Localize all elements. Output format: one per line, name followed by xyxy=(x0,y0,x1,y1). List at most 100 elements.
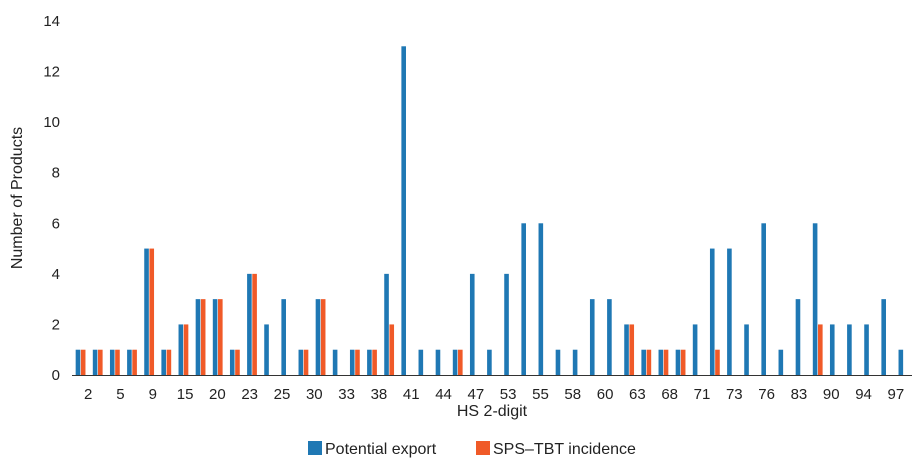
bar-potential-export xyxy=(504,273,509,375)
x-tick-label: 94 xyxy=(855,386,872,403)
x-tick-label: 38 xyxy=(371,386,388,403)
y-tick-label: 8 xyxy=(52,165,60,182)
bar-potential-export xyxy=(589,299,595,375)
bar-sps-tbt-incidence xyxy=(629,324,635,375)
bar-potential-export xyxy=(264,324,269,375)
x-tick-label: 60 xyxy=(597,386,614,403)
bar-potential-export xyxy=(435,349,441,375)
x-tick-label: 41 xyxy=(403,386,420,403)
y-tick-label: 0 xyxy=(52,367,60,384)
bar-potential-export xyxy=(538,223,544,375)
bar-potential-export xyxy=(212,299,218,375)
x-tick-label: 2 xyxy=(84,386,92,403)
x-tick-label: 15 xyxy=(177,386,194,403)
bar-potential-export xyxy=(332,349,338,375)
x-tick-label: 71 xyxy=(694,386,711,403)
x-tick-label: 68 xyxy=(661,386,678,403)
y-tick-label: 4 xyxy=(52,266,60,283)
bar-sps-tbt-incidence xyxy=(715,349,720,375)
bar-potential-export xyxy=(709,248,715,375)
x-tick-label: 30 xyxy=(306,386,323,403)
bar-sps-tbt-incidence xyxy=(372,349,377,375)
x-tick-label: 55 xyxy=(532,386,549,403)
bar-potential-export xyxy=(658,349,664,375)
bar-potential-export xyxy=(127,349,132,375)
bar-sps-tbt-incidence xyxy=(252,273,257,375)
bar-sps-tbt-incidence xyxy=(646,349,652,375)
y-axis-title: Number of Products xyxy=(9,127,26,269)
x-axis-ticks: 2 5 9 15 20 23 25 30 33 38 41 44 47 53 55 58 60 63 68 71 73 7… xyxy=(84,386,904,403)
x-tick-label: 73 xyxy=(726,386,743,403)
bar-potential-export xyxy=(898,349,904,375)
x-tick-label: 9 xyxy=(149,386,157,403)
legend-swatch-potential-export xyxy=(308,441,322,455)
bar-sps-tbt-incidence xyxy=(200,299,206,375)
y-tick-label: 12 xyxy=(43,64,60,81)
x-tick-label: 44 xyxy=(435,386,452,403)
x-tick-label: 97 xyxy=(888,386,905,403)
bar-potential-export xyxy=(641,349,646,375)
bar-sps-tbt-incidence xyxy=(218,299,223,375)
x-tick-label: 63 xyxy=(629,386,646,403)
y-tick-label: 2 xyxy=(52,316,60,333)
x-tick-label: 90 xyxy=(823,386,840,403)
bar-sps-tbt-incidence xyxy=(303,349,309,375)
bar-potential-export xyxy=(144,248,149,375)
bar-potential-export xyxy=(624,324,629,375)
bar-potential-export xyxy=(418,349,424,375)
legend-label-sps-tbt-incidence: SPS–TBT incidence xyxy=(493,441,636,458)
bar-potential-export xyxy=(847,324,852,375)
bar-sps-tbt-incidence xyxy=(149,248,155,375)
bar-potential-export xyxy=(178,324,184,375)
bar-potential-export xyxy=(229,349,235,375)
bar-potential-export xyxy=(109,349,115,375)
bar-potential-export xyxy=(298,349,304,375)
bar-potential-export xyxy=(778,349,784,375)
x-tick-label: 76 xyxy=(758,386,775,403)
bar-sps-tbt-incidence xyxy=(389,324,395,375)
x-tick-label: 5 xyxy=(116,386,124,403)
bar-potential-export xyxy=(349,349,355,375)
bar-potential-export xyxy=(744,324,749,375)
x-tick-label: 58 xyxy=(564,386,581,403)
bar-potential-export xyxy=(452,349,458,375)
bar-potential-export xyxy=(367,349,372,375)
bar-sps-tbt-incidence xyxy=(458,349,463,375)
bar-potential-export xyxy=(864,324,869,375)
bar-potential-export xyxy=(812,223,818,375)
bar-sps-tbt-incidence xyxy=(183,324,189,375)
bar-sps-tbt-incidence xyxy=(663,349,669,375)
x-tick-label: 53 xyxy=(500,386,517,403)
bar-sps-tbt-incidence xyxy=(115,349,120,375)
bar-sps-tbt-incidence xyxy=(235,349,240,375)
bar-potential-export xyxy=(247,273,252,375)
bar-sps-tbt-incidence xyxy=(680,349,686,375)
bar-potential-export xyxy=(75,349,81,375)
bar-potential-export xyxy=(401,46,406,375)
bar-sps-tbt-incidence xyxy=(320,299,326,375)
bar-potential-export xyxy=(487,349,492,375)
bar-potential-export xyxy=(555,349,561,375)
bar-potential-export xyxy=(315,299,321,375)
bar-potential-export xyxy=(727,248,732,375)
y-tick-label: 14 xyxy=(43,13,60,30)
bar-potential-export xyxy=(829,324,835,375)
legend: Potential export SPS–TBT incidence xyxy=(308,441,636,458)
bar-potential-export xyxy=(281,299,286,375)
bar-potential-export xyxy=(92,349,98,375)
bar-sps-tbt-incidence xyxy=(355,349,360,375)
bar-potential-export xyxy=(675,349,681,375)
bar-potential-export xyxy=(469,273,475,375)
bar-potential-export xyxy=(881,299,886,375)
x-tick-label: 20 xyxy=(209,386,226,403)
x-tick-label: 25 xyxy=(274,386,291,403)
x-tick-label: 83 xyxy=(791,386,808,403)
bar-potential-export xyxy=(521,223,526,375)
bar-potential-export xyxy=(195,299,201,375)
bar-sps-tbt-incidence xyxy=(80,349,86,375)
bar-sps-tbt-incidence xyxy=(98,349,103,375)
bar-potential-export xyxy=(161,349,166,375)
bar-sps-tbt-incidence xyxy=(132,349,137,375)
y-tick-label: 10 xyxy=(43,114,60,131)
